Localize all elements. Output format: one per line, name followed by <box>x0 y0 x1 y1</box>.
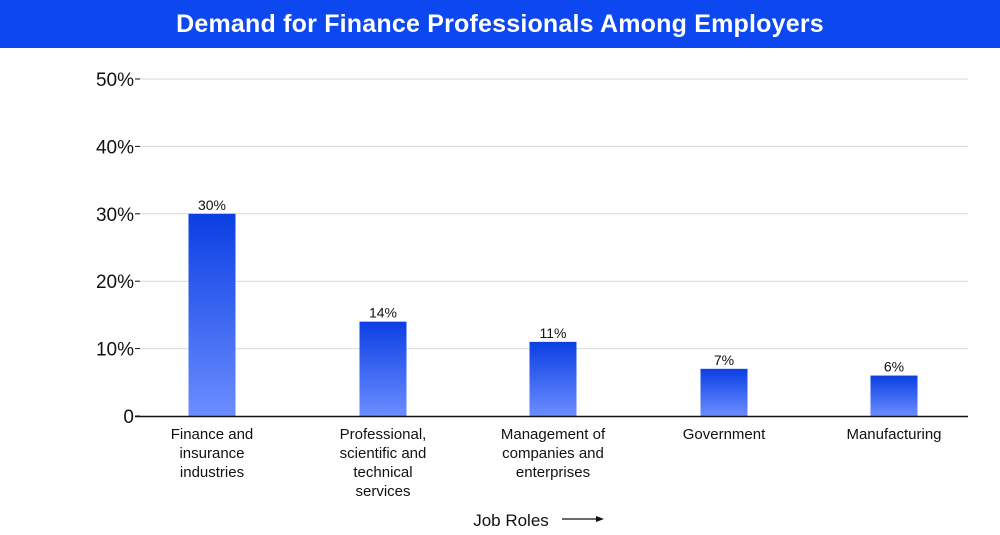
y-axis-ticks: 0 10% 20% 30% 40% 50% <box>96 70 140 428</box>
bar <box>529 341 577 416</box>
x-category-label: Management of companies and enterprises <box>501 426 606 481</box>
x-category-label: Professional, scientific and technical serv… <box>340 426 427 500</box>
y-tick-label: 40% <box>96 137 134 158</box>
bar <box>870 375 918 416</box>
y-tick-label: 20% <box>96 272 134 293</box>
y-tick-label: 50% <box>96 70 134 91</box>
x-category-label: Finance and insurance industries <box>171 426 254 481</box>
bar <box>359 321 407 416</box>
bar <box>700 368 748 416</box>
bar-value-label: 11% <box>540 325 567 341</box>
y-tick-label: 30% <box>96 205 134 226</box>
bar <box>188 213 236 416</box>
bars: 30% 14% 11% 7% 6% <box>188 197 918 416</box>
bar-value-label: 6% <box>884 359 904 375</box>
title-banner: Demand for Finance Professionals Among E… <box>0 0 1000 48</box>
bar-value-label: 7% <box>714 352 734 368</box>
bar-value-label: 14% <box>369 305 397 321</box>
gridlines <box>140 78 968 350</box>
y-tick-label: 0 <box>123 407 134 428</box>
x-category-label: Manufacturing <box>846 426 941 443</box>
bar-value-label: 30% <box>198 197 226 213</box>
arrow-right-icon <box>562 516 604 522</box>
y-tick-label: 10% <box>96 340 134 361</box>
x-axis: Finance and insurance industries Profession… <box>135 415 968 500</box>
chart-title: Demand for Finance Professionals Among E… <box>176 9 824 38</box>
x-category-label: Government <box>683 426 766 443</box>
x-axis-title: Job Roles <box>473 511 604 530</box>
x-axis-label: Job Roles <box>473 511 549 530</box>
